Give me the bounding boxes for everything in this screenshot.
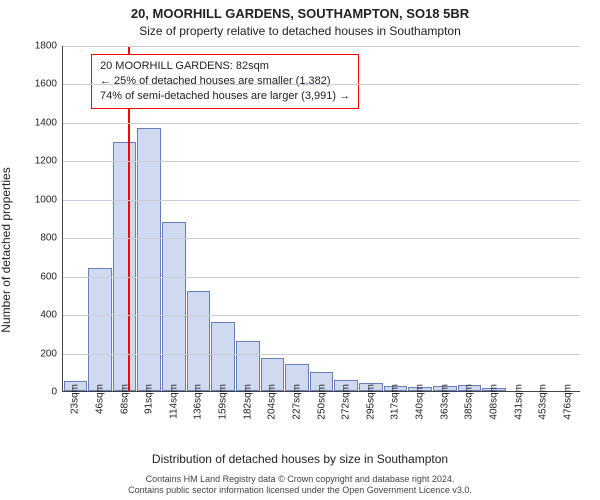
gridline (63, 46, 580, 47)
x-tick-label: 317sqm (390, 384, 401, 420)
gridline (63, 84, 580, 85)
x-tick-label: 453sqm (538, 384, 549, 420)
y-tick-label: 1200 (35, 156, 63, 167)
gridline (63, 200, 580, 201)
gridline (63, 354, 580, 355)
bar-slot: 408sqm (482, 46, 507, 391)
y-tick-label: 800 (40, 233, 63, 244)
x-tick-label: 250sqm (316, 384, 327, 420)
chart-subtitle: Size of property relative to detached ho… (0, 24, 600, 38)
bar-slot: 476sqm (556, 46, 581, 391)
attribution: Contains HM Land Registry data © Crown c… (0, 474, 600, 496)
bar (88, 268, 112, 391)
legend-box: 20 MOORHILL GARDENS: 82sqm ← 25% of deta… (91, 54, 359, 109)
attribution-line-1: Contains HM Land Registry data © Crown c… (0, 474, 600, 485)
x-tick-label: 272sqm (341, 384, 352, 420)
bar-slot: 340sqm (408, 46, 433, 391)
y-tick-label: 400 (40, 310, 63, 321)
y-axis-label: Number of detached properties (0, 167, 13, 332)
y-tick-label: 200 (40, 348, 63, 359)
gridline (63, 161, 580, 162)
plot-area: 23sqm46sqm68sqm91sqm114sqm136sqm159sqm18… (62, 46, 580, 392)
legend-line-1: 20 MOORHILL GARDENS: 82sqm (100, 59, 350, 74)
x-tick-label: 91sqm (144, 384, 155, 414)
y-tick-label: 1600 (35, 79, 63, 90)
gridline (63, 277, 580, 278)
bar-slot: 363sqm (432, 46, 457, 391)
bar (187, 291, 211, 391)
bar-slot: 23sqm (63, 46, 88, 391)
y-tick-label: 600 (40, 271, 63, 282)
y-tick-label: 0 (51, 387, 63, 398)
bar (211, 322, 235, 391)
legend-line-3: 74% of semi-detached houses are larger (… (100, 89, 350, 104)
x-tick-label: 136sqm (193, 384, 204, 420)
legend-line-2: ← 25% of detached houses are smaller (1,… (100, 74, 350, 89)
x-tick-label: 408sqm (488, 384, 499, 420)
y-tick-label: 1400 (35, 117, 63, 128)
chart-title: 20, MOORHILL GARDENS, SOUTHAMPTON, SO18 … (0, 6, 600, 21)
gridline (63, 123, 580, 124)
x-tick-label: 23sqm (70, 384, 81, 414)
bar-slot: 317sqm (383, 46, 408, 391)
x-tick-label: 363sqm (439, 384, 450, 420)
bar (162, 222, 186, 391)
chart-container: 20, MOORHILL GARDENS, SOUTHAMPTON, SO18 … (0, 0, 600, 500)
gridline (63, 238, 580, 239)
x-tick-label: 204sqm (267, 384, 278, 420)
x-tick-label: 114sqm (168, 384, 179, 419)
x-tick-label: 385sqm (464, 384, 475, 420)
x-tick-label: 295sqm (365, 384, 376, 420)
y-tick-label: 1800 (35, 41, 63, 52)
attribution-line-2: Contains public sector information licen… (0, 485, 600, 496)
x-tick-label: 431sqm (513, 384, 524, 420)
bar-slot: 453sqm (531, 46, 556, 391)
y-tick-label: 1000 (35, 194, 63, 205)
bar (137, 128, 161, 391)
x-tick-label: 476sqm (562, 384, 573, 420)
bar-slot: 385sqm (457, 46, 482, 391)
x-tick-label: 159sqm (218, 384, 229, 420)
x-tick-label: 46sqm (94, 384, 105, 414)
x-tick-label: 227sqm (291, 384, 302, 420)
bar-slot: 431sqm (506, 46, 531, 391)
gridline (63, 315, 580, 316)
x-tick-label: 340sqm (415, 384, 426, 420)
x-tick-label: 182sqm (242, 384, 253, 420)
bar-slot: 295sqm (359, 46, 384, 391)
x-axis-label: Distribution of detached houses by size … (0, 452, 600, 466)
